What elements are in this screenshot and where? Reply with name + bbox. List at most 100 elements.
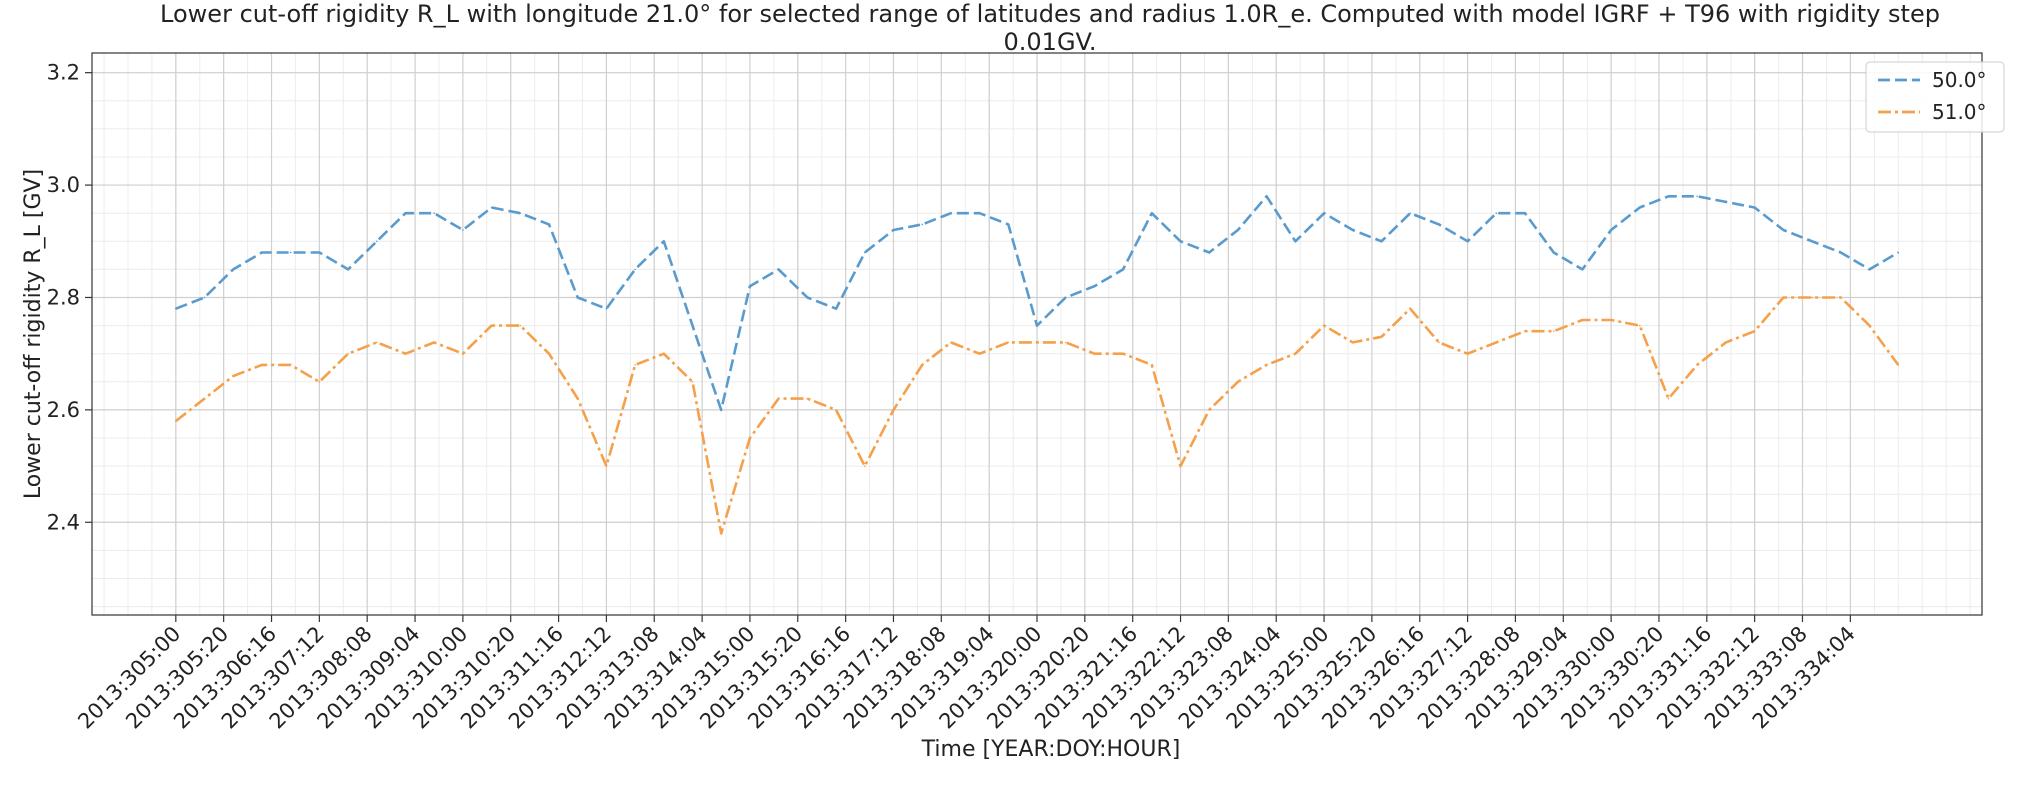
data-point-series-0 xyxy=(433,212,436,214)
series-layer xyxy=(174,195,1900,535)
data-point-series-0 xyxy=(1036,324,1038,327)
y-axis: 2.4 2.6 2.8 3.0 3.2 xyxy=(47,61,92,534)
data-point-series-1 xyxy=(691,381,694,383)
data-point-series-0 xyxy=(1840,251,1842,254)
data-point-series-1 xyxy=(1380,336,1383,338)
data-point-series-0 xyxy=(462,229,464,231)
data-point-series-1 xyxy=(203,397,206,400)
data-point-series-0 xyxy=(1725,201,1727,203)
data-point-series-0 xyxy=(1667,195,1670,198)
x-axis-label: Time [YEAR:DOY:HOUR] xyxy=(921,737,1181,762)
data-point-series-1 xyxy=(1610,319,1612,321)
data-point-series-1 xyxy=(548,352,550,355)
data-point-series-0 xyxy=(232,268,234,271)
grid-layer xyxy=(92,53,1982,615)
data-point-series-1 xyxy=(433,341,436,344)
data-point-series-1 xyxy=(1639,324,1641,327)
data-point-series-1 xyxy=(1265,364,1268,366)
data-point-series-1 xyxy=(978,352,981,355)
data-point-series-0 xyxy=(1438,223,1440,226)
data-point-series-1 xyxy=(462,352,464,355)
data-point-series-0 xyxy=(376,240,378,243)
data-point-series-0 xyxy=(1782,229,1785,231)
data-point-series-0 xyxy=(634,268,636,271)
y-axis-label: Lower cut-off rigidity R_L [GV] xyxy=(21,169,46,499)
legend-entry-51: 51.0° xyxy=(1932,100,1987,124)
chart-title-line-2: 0.01GV. xyxy=(1004,28,1097,56)
legend-entry-50: 50.0° xyxy=(1932,68,1987,92)
data-point-series-1 xyxy=(490,324,493,327)
data-point-series-1 xyxy=(806,397,809,400)
data-point-series-1 xyxy=(1696,364,1698,366)
data-point-series-1 xyxy=(261,364,263,366)
data-point-series-0 xyxy=(777,268,780,271)
data-point-series-0 xyxy=(1237,229,1239,231)
data-point-series-0 xyxy=(1868,268,1871,271)
data-point-series-1 xyxy=(1323,324,1325,327)
data-point-series-1 xyxy=(663,352,665,355)
data-point-series-1 xyxy=(1868,324,1871,327)
data-point-series-0 xyxy=(1581,268,1584,271)
data-point-series-1 xyxy=(376,341,378,344)
data-point-series-1 xyxy=(519,324,522,327)
data-point-series-1 xyxy=(1782,296,1785,299)
data-point-series-1 xyxy=(1036,341,1038,344)
data-point-series-1 xyxy=(576,397,579,400)
data-point-series-1 xyxy=(1007,341,1010,344)
data-point-series-0 xyxy=(1495,212,1498,214)
data-point-series-0 xyxy=(1639,206,1641,209)
data-point-series-0 xyxy=(605,307,608,310)
data-point-series-1 xyxy=(1122,352,1124,355)
y-tick-label: 2.6 xyxy=(47,398,80,422)
data-point-series-1 xyxy=(1208,409,1210,411)
data-point-series-1 xyxy=(749,437,751,439)
data-point-series-0 xyxy=(289,251,292,254)
data-point-series-0 xyxy=(1610,229,1612,231)
data-point-series-1 xyxy=(892,409,895,411)
data-point-series-0 xyxy=(950,212,952,214)
legend: 50.0° 51.0° xyxy=(1865,61,2005,133)
data-point-series-0 xyxy=(1753,206,1756,209)
data-point-series-0 xyxy=(1380,240,1383,243)
data-point-series-0 xyxy=(806,296,809,299)
data-point-series-0 xyxy=(1696,195,1698,198)
data-point-series-1 xyxy=(1495,341,1498,344)
data-point-series-0 xyxy=(892,229,895,231)
y-tick-label: 2.4 xyxy=(47,510,80,534)
data-point-series-1 xyxy=(1409,307,1411,310)
data-point-series-0 xyxy=(1294,240,1297,243)
data-point-series-1 xyxy=(1151,364,1153,366)
data-point-series-1 xyxy=(1352,341,1354,344)
data-point-series-1 xyxy=(175,420,177,422)
data-point-series-1 xyxy=(347,352,349,355)
data-point-series-1 xyxy=(950,341,952,344)
data-point-series-0 xyxy=(261,251,263,254)
data-point-series-1 xyxy=(1581,319,1584,321)
data-point-series-1 xyxy=(921,364,923,366)
data-point-series-0 xyxy=(921,223,923,226)
data-point-series-1 xyxy=(1093,352,1096,355)
data-point-series-1 xyxy=(777,397,780,400)
data-point-series-0 xyxy=(978,212,981,214)
data-point-series-0 xyxy=(1524,212,1526,214)
data-point-series-0 xyxy=(318,251,321,254)
chart-title-line-1: Lower cut-off rigidity R_L with longitud… xyxy=(160,0,1940,28)
data-point-series-0 xyxy=(1897,251,1899,254)
data-point-series-0 xyxy=(1151,212,1153,214)
data-point-series-1 xyxy=(634,364,636,366)
data-point-series-1 xyxy=(232,375,234,377)
data-point-series-0 xyxy=(519,212,522,214)
data-point-series-1 xyxy=(1725,341,1727,344)
data-point-series-1 xyxy=(864,465,866,467)
data-point-series-1 xyxy=(289,364,292,366)
data-point-series-1 xyxy=(835,409,837,411)
data-point-series-0 xyxy=(404,212,407,214)
data-point-series-1 xyxy=(605,465,608,467)
data-point-series-1 xyxy=(1438,341,1440,344)
data-point-series-0 xyxy=(1122,268,1124,271)
data-point-series-1 xyxy=(404,352,407,355)
data-point-series-0 xyxy=(1811,240,1813,243)
data-point-series-1 xyxy=(1897,364,1899,366)
data-point-series-1 xyxy=(1811,296,1813,299)
data-point-series-1 xyxy=(1237,381,1239,383)
